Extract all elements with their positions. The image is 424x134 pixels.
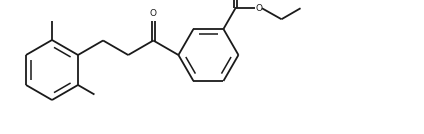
Text: O: O [150, 9, 157, 18]
Text: O: O [256, 4, 263, 13]
